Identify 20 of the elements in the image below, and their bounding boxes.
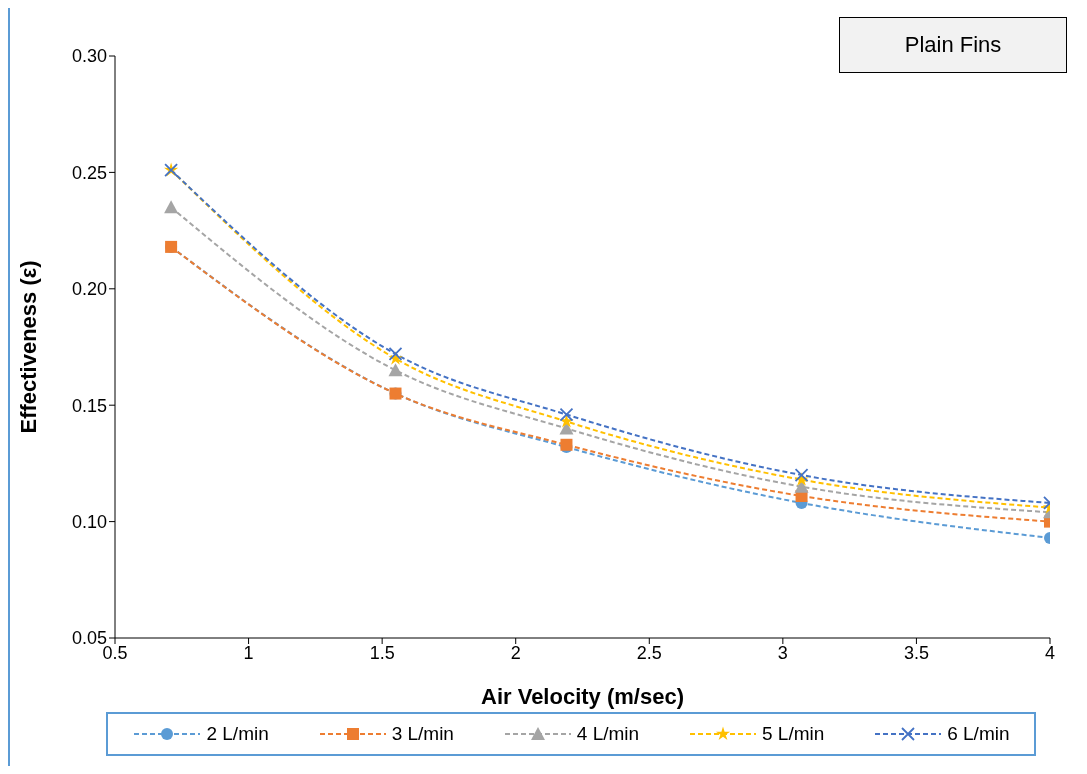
x-tick-label: 3 bbox=[777, 642, 788, 663]
x-tick-label: 4 bbox=[1044, 642, 1056, 663]
y-tick-label: 0.10 bbox=[71, 511, 107, 532]
y-tick-label: 0.25 bbox=[71, 162, 107, 183]
legend-label: 4 L/min bbox=[576, 723, 640, 745]
x-tick-label: 2 bbox=[510, 642, 521, 663]
legend-label: 6 L/min bbox=[947, 723, 1010, 745]
x-tick-label: 1.5 bbox=[369, 642, 395, 663]
label-box: Plain Fins bbox=[839, 17, 1067, 73]
legend-label: 2 L/min bbox=[206, 723, 269, 745]
y-tick-label: 0.20 bbox=[71, 279, 107, 300]
x-tick-label: 3.5 bbox=[903, 642, 929, 663]
y-tick-label: 0.30 bbox=[71, 46, 107, 67]
x-axis-title: Air Velocity (m/sec) bbox=[481, 684, 684, 709]
legend-label: 3 L/min bbox=[391, 723, 454, 745]
x-tick-label: 1 bbox=[243, 642, 254, 663]
legend-label: 5 L/min bbox=[762, 723, 825, 745]
y-axis-title: Effectiveness (ε) bbox=[15, 260, 41, 434]
y-tick-label: 0.15 bbox=[71, 395, 107, 416]
x-tick-label: 2.5 bbox=[636, 642, 662, 663]
